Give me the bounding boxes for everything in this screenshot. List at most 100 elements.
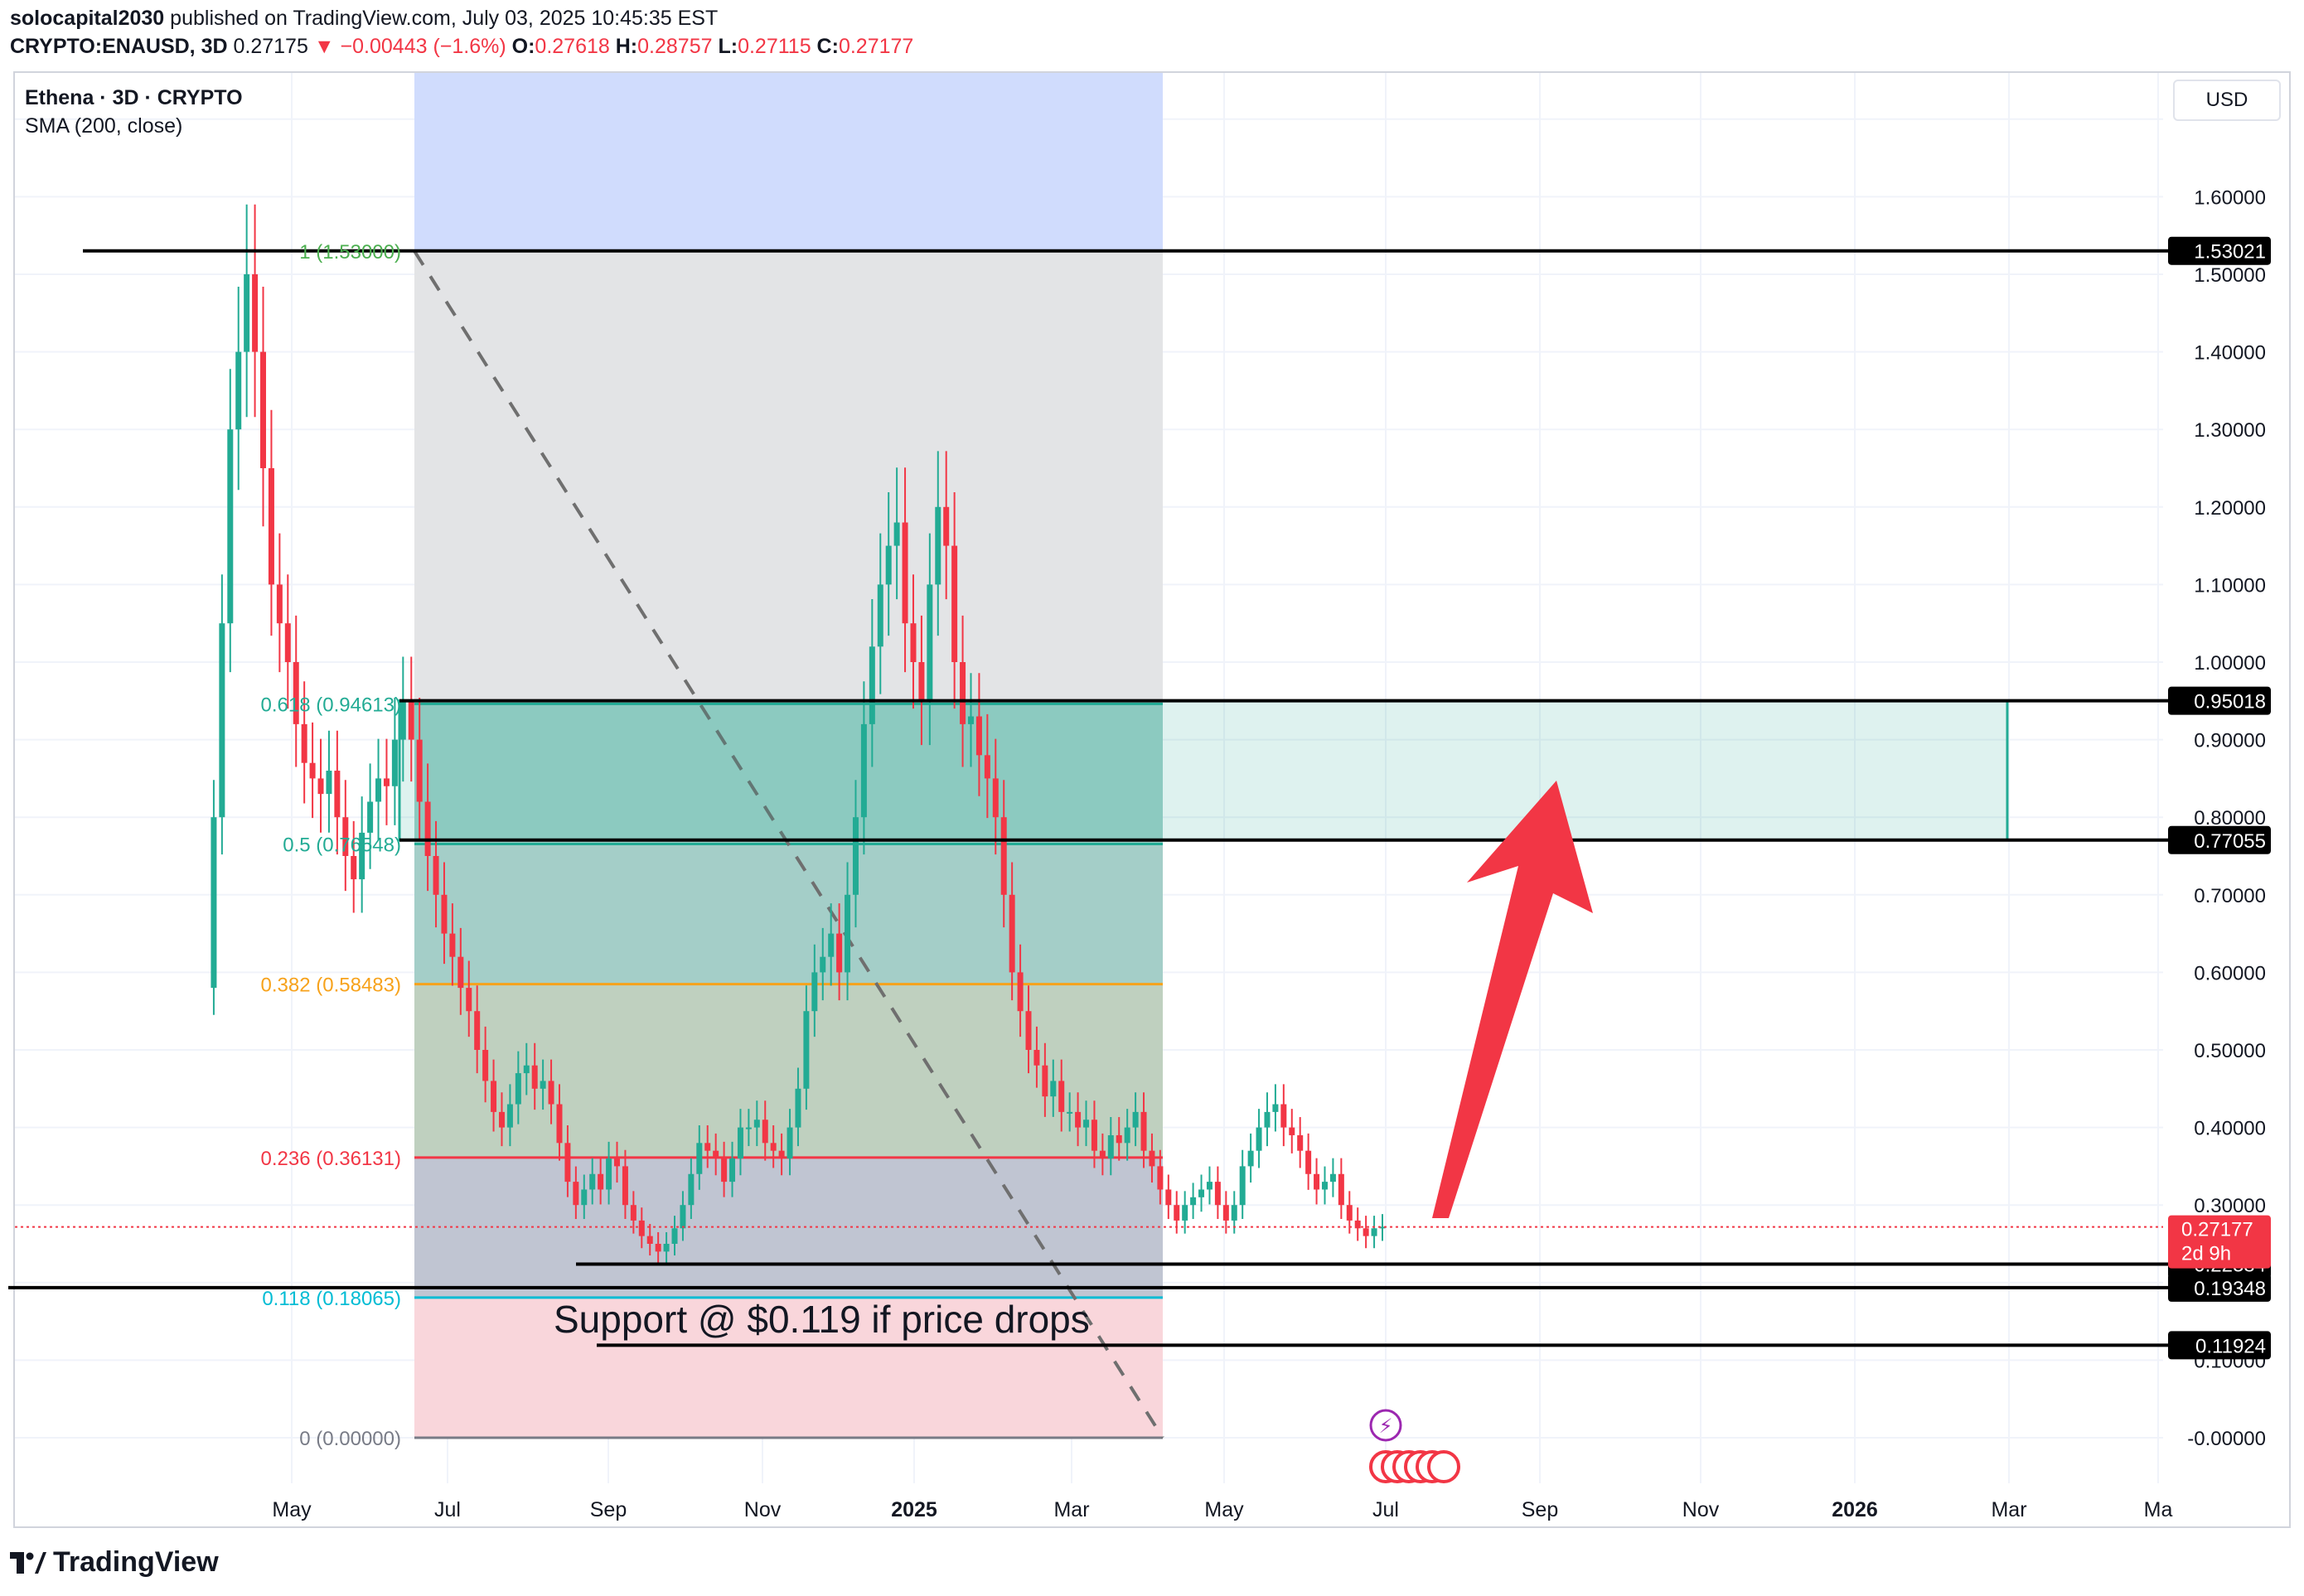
brand-name: TradingView [53,1546,219,1578]
level-price-tag-text: 0.77055 [2194,830,2266,853]
fibonacci-labels: 1 (1.53000) 0.618 (0.94613) 0.5 (0.76548) 0… [261,241,401,1450]
candle-body [753,1120,760,1128]
author-name[interactable]: solocapital2030 [10,7,165,30]
candle-body [1346,1205,1353,1221]
candle-body [811,972,818,1012]
candle-body [1132,1111,1139,1128]
candle-body [1314,1173,1320,1190]
fib-level-label: 0.118 (0.18065) [262,1288,401,1310]
candle-body [260,351,267,468]
publish-text: published on TradingView.com, July 03, 2… [170,7,719,30]
candle-body [967,716,974,724]
candle-body [737,1127,743,1159]
candle-body [1363,1228,1369,1236]
price-tick: 1.50000 [2194,264,2266,287]
last-price-tag [2168,1215,2271,1269]
candle-body [1083,1120,1090,1128]
candle-body [342,817,349,856]
candle-body [351,856,357,880]
low-value: 0.27115 [738,35,811,58]
candle-body [573,1182,579,1206]
candle-body [1379,1226,1386,1229]
time-tick: Sep [590,1498,627,1521]
close-label: C: [816,35,839,58]
candle-body [836,933,843,973]
candle-body [1042,1065,1048,1097]
target-zone-box [398,699,2009,842]
fib-level-label: 0 (0.00000) [299,1428,401,1450]
candle-body [1272,1104,1279,1112]
fib-level-label: 0.382 (0.58483) [261,975,401,997]
candle-body [696,1143,703,1174]
candle-body [671,1228,678,1244]
candle-body [589,1173,596,1190]
candle-body [663,1244,670,1252]
candle-body [276,584,283,624]
candle-body [556,1104,563,1144]
candle-body [506,1104,513,1128]
price-tick: 0.60000 [2194,962,2266,984]
countdown-text: 2d 9h [2181,1243,2231,1265]
candle-body [1149,1150,1155,1167]
fib-zone [414,704,1163,844]
price-change: −0.00443 (−1.6%) [340,35,506,58]
horizontal-levels [8,249,2188,1347]
candle-body [1297,1134,1304,1151]
price-tick: 1.30000 [2194,419,2266,442]
candle-body [1280,1104,1287,1128]
candle-body [581,1189,588,1206]
candle-body [1305,1150,1312,1174]
candle-body [515,1073,521,1105]
level-price-tag [2168,686,2271,715]
high-label: H: [615,35,638,58]
price-tick: 0.70000 [2194,885,2266,907]
candle-body [845,894,851,973]
candle-body [1000,817,1007,895]
candle-body [1338,1173,1344,1206]
level-price-tag-text: 0.11924 [2195,1335,2266,1357]
candle-body [680,1205,686,1229]
fib-zone-top [414,73,1163,251]
candle-body [975,716,982,756]
candle-body [869,646,875,724]
candle-body [1157,1166,1164,1190]
price-tick: 0.50000 [2194,1040,2266,1062]
lightning-icon [1369,1409,1402,1442]
fib-zone [414,250,1163,704]
candle-body [598,1173,604,1190]
candle-body [787,1127,793,1159]
candle-body [433,856,439,895]
level-price-tag-text: 0.95018 [2194,691,2266,713]
fib-trend-line [413,249,1164,1439]
candle-body [1099,1150,1106,1159]
candle-body [1371,1228,1377,1236]
level-price-tag [2168,236,2271,265]
time-tick: 2026 [1832,1498,1878,1521]
time-tick: Jul [1372,1498,1399,1521]
candle-body [334,771,341,818]
candle-body [1321,1182,1328,1190]
candles [15,204,2163,1263]
last-price: 0.27175 [233,35,308,58]
price-tick: -0.00000 [2187,1428,2266,1450]
down-arrow-icon: ▼ [313,35,335,58]
low-label: L: [718,35,738,58]
candle-body [1231,1205,1237,1221]
price-axis: -0.000000.100000.200000.300000.400000.50… [2168,186,2271,1450]
event-flag-icon [1427,1450,1460,1483]
candle-body [383,778,390,786]
high-value: 0.28757 [637,35,713,58]
candle-body [1182,1205,1188,1221]
candle-body [951,545,958,662]
tradingview-logo[interactable]: TradingView [10,1546,219,1579]
price-tick: 0.90000 [2194,730,2266,752]
candle-body [795,1088,801,1128]
candle-body [548,1081,554,1105]
price-tick: 0.80000 [2194,807,2266,829]
candle-body [927,584,933,701]
candle-body [820,956,826,973]
indicator-legend[interactable]: SMA (200, close) [25,114,183,138]
currency-button[interactable]: USD [2173,80,2281,121]
level-price-tag [2168,825,2271,854]
